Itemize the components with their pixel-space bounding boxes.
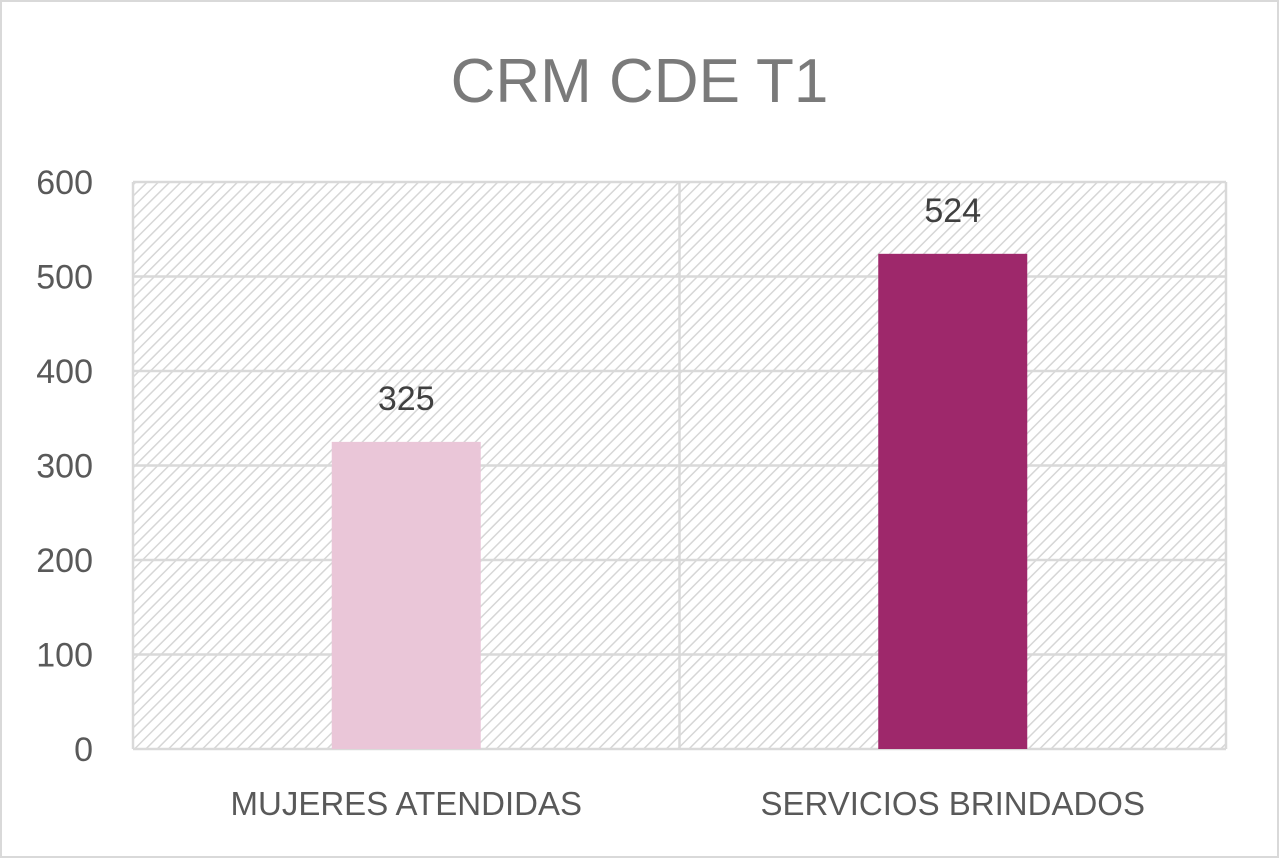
y-tick-label: 500 (36, 259, 93, 297)
x-tick-label: MUJERES ATENDIDAS (231, 785, 582, 822)
x-axis-ticks: MUJERES ATENDIDAS SERVICIOS BRINDADOS (231, 785, 1145, 822)
y-tick-label: 600 (36, 164, 93, 202)
y-tick-label: 300 (36, 448, 93, 486)
y-tick-label: 0 (74, 731, 93, 769)
data-label: 524 (924, 192, 981, 230)
y-tick-label: 100 (36, 637, 93, 675)
chart-title: CRM CDE T1 (450, 47, 829, 116)
data-label: 325 (378, 380, 435, 418)
y-axis-ticks: 0 100 200 300 400 500 600 (36, 164, 93, 769)
bars (331, 253, 1028, 749)
gridlines (131, 180, 1228, 751)
x-tick-label: SERVICIOS BRINDADOS (761, 785, 1145, 822)
bar (331, 441, 481, 749)
bar (878, 253, 1028, 749)
y-tick-label: 400 (36, 353, 93, 391)
data-labels: 325 524 (378, 192, 981, 418)
y-tick-label: 200 (36, 542, 93, 580)
